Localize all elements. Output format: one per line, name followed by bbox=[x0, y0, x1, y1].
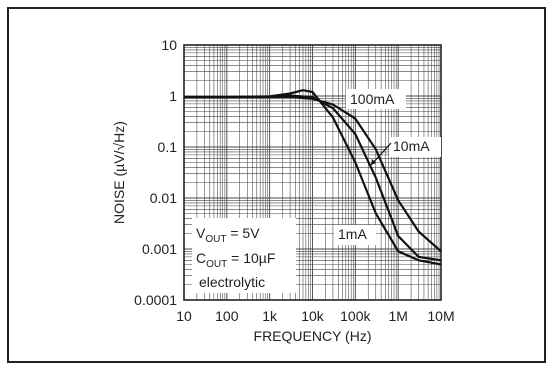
x-tick-label: 1k bbox=[262, 308, 278, 324]
y-tick-label: 0.1 bbox=[158, 139, 178, 155]
annotation-background bbox=[346, 89, 406, 109]
x-tick-label: 10k bbox=[301, 308, 325, 324]
conditions-box bbox=[192, 218, 296, 293]
x-axis-title: FREQUENCY (Hz) bbox=[254, 328, 372, 344]
x-tick-label: 100 bbox=[215, 308, 239, 324]
label-leader-line bbox=[370, 142, 392, 166]
plot-border bbox=[183, 44, 442, 301]
series-label-1mA: 1mA bbox=[338, 226, 367, 242]
x-tick-label: 10 bbox=[176, 308, 192, 324]
condition-cout: COUT = 10µF bbox=[196, 250, 275, 270]
series-label-10mA: 10mA bbox=[393, 138, 430, 154]
annotation-background bbox=[389, 137, 441, 157]
condition-capacitor-type: electrolytic bbox=[199, 274, 265, 290]
y-tick-label: 1 bbox=[169, 88, 177, 104]
x-tick-label: 100k bbox=[340, 308, 371, 324]
label-leader-arrowhead bbox=[371, 159, 376, 165]
y-tick-label: 0.01 bbox=[150, 190, 177, 206]
series-label-100mA: 100mA bbox=[350, 91, 395, 107]
y-tick-label: 10 bbox=[161, 37, 177, 53]
y-tick-label: 0.0001 bbox=[134, 292, 177, 308]
y-axis-title: NOISE (µV/√Hz) bbox=[111, 121, 127, 224]
series-line-1mA bbox=[184, 89, 442, 266]
x-tick-label: 10M bbox=[427, 308, 454, 324]
condition-vout: VOUT = 5V bbox=[196, 225, 260, 245]
annotation-background bbox=[334, 225, 376, 245]
y-tick-label: 0.001 bbox=[142, 241, 177, 257]
x-tick-label: 1M bbox=[388, 308, 407, 324]
